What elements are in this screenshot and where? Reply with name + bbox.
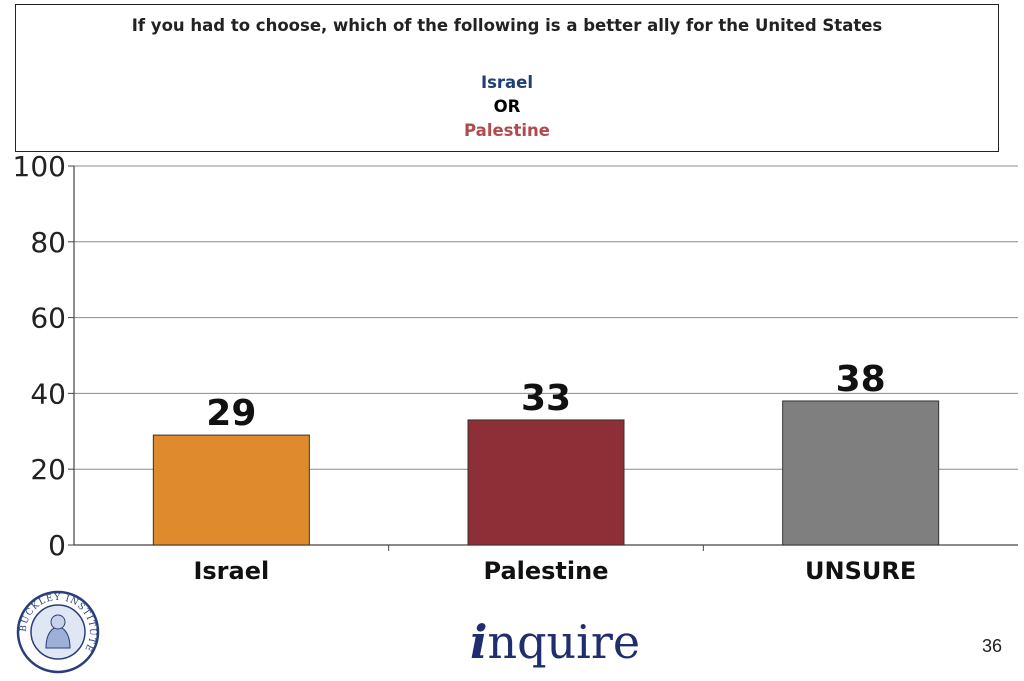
question-title: If you had to choose, which of the follo… [131,16,883,35]
x-tick-label-unsure: UNSURE [805,557,916,585]
buckley-institute-seal: BUCKLEY INSTITUTE [16,590,100,674]
y-tick-label-80: 80 [30,226,66,259]
option-connector-label: OR [493,97,521,116]
data-label-palestine: 33 [521,378,571,419]
y-tick-label-40: 40 [30,377,66,410]
option-israel-label: Israel [480,73,534,92]
bar-israel [152,434,310,546]
bar-palestine [467,419,625,546]
question-box: If you had to choose, which of the follo… [15,4,999,152]
x-tick-label-israel: Israel [193,557,269,585]
page-number: 36 [982,636,1003,656]
bar-unsure [782,400,940,546]
y-tick-label-20: 20 [30,453,66,486]
option-palestine-label: Palestine [464,121,550,140]
y-tick-label-0: 0 [48,529,66,562]
x-tick-label-palestine: Palestine [484,557,609,585]
y-tick-label-60: 60 [30,302,66,335]
inquire-logo: inquire [470,615,641,669]
data-label-unsure: 38 [836,359,886,400]
bar-chart: 0 20 40 60 80 100 29 Israel 33 Palestine 38 UNSURE [13,150,1018,585]
y-tick-label-100: 100 [13,150,66,183]
data-label-israel: 29 [206,393,256,434]
